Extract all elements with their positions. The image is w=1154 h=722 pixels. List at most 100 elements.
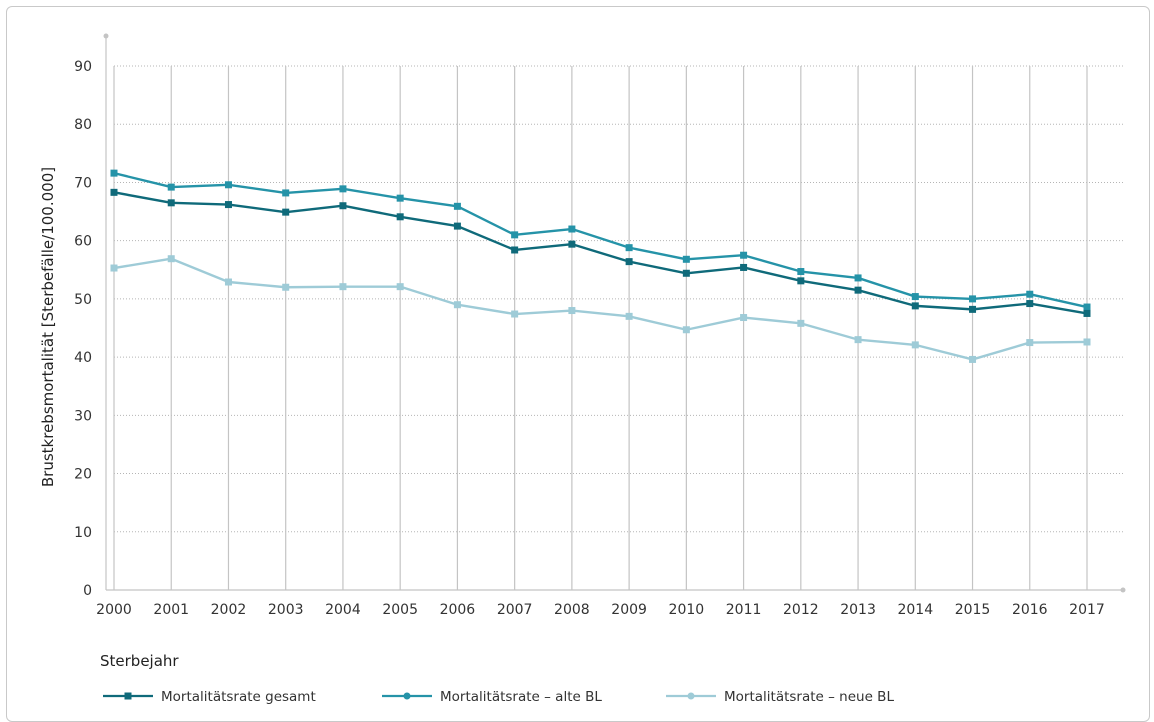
x-tick-label: 2010 [669,602,705,618]
data-point [1026,339,1034,347]
x-tick-label: 2008 [554,602,590,618]
data-point [682,255,690,263]
legend-marker [403,692,411,700]
data-point [625,312,633,320]
data-point [396,213,404,221]
data-point [969,305,977,313]
x-tick-label: 2004 [325,602,361,618]
data-point [282,189,290,197]
data-point [740,251,748,259]
data-point [969,295,977,303]
data-point [740,314,748,322]
data-point [453,222,461,230]
x-axis-title: Sterbejahr [100,652,179,670]
y-axis-title: Brustkrebsmortalität [Sterbefälle/100.00… [39,167,57,487]
x-tick-label: 2014 [897,602,933,618]
data-point [625,258,633,266]
data-point [453,301,461,309]
x-tick-label: 2013 [840,602,876,618]
x-tick-label: 2001 [153,602,189,618]
data-point [1026,300,1034,308]
data-point [167,199,175,207]
data-point [224,201,232,209]
x-tick-label: 2009 [611,602,647,618]
series-line [113,191,1088,315]
x-tick-label: 2005 [382,602,418,618]
data-point [969,355,977,363]
legend-marker [124,692,132,700]
data-point [568,307,576,315]
y-tick-label: 50 [74,292,92,308]
y-tick-label: 20 [74,467,92,483]
data-point [453,202,461,210]
legend: Mortalitätsrate gesamt Mortalitätsrate – … [103,689,894,705]
x-tick-label: 2007 [497,602,533,618]
data-point [1083,338,1091,346]
y-tick-label: 40 [74,350,92,366]
y-axis-end-dot [103,33,109,39]
legend-label: Mortalitätsrate gesamt [161,689,316,705]
axes: 0 10 20 30 40 50 60 70 80 90 2000 2001 2002 2003 2004 2… [74,33,1126,618]
data-point [568,240,576,248]
data-point [911,293,919,301]
data-point [282,208,290,216]
data-point [1083,303,1091,311]
data-point [911,302,919,310]
data-point [511,246,519,254]
chart-frame [6,6,1150,722]
y-tick-label: 30 [74,408,92,424]
grid [113,65,1123,590]
data-point [110,188,118,196]
y-tick-label: 60 [74,234,92,250]
data-point [511,231,519,239]
x-tick-label: 2017 [1069,602,1105,618]
data-point [511,310,519,318]
x-tick-label: 2012 [783,602,819,618]
data-point [854,286,862,294]
data-point [682,326,690,334]
y-tick-label: 0 [83,583,92,599]
data-point [797,277,805,285]
data-point [568,225,576,233]
data-point [339,283,347,291]
x-tick-label: 2016 [1012,602,1048,618]
y-tick-label: 80 [74,117,92,133]
legend-label: Mortalitätsrate – alte BL [440,689,602,705]
x-tick-label: 2000 [96,602,132,618]
data-point [740,263,748,271]
data-point [339,202,347,210]
data-point [224,181,232,189]
legend-marker [687,692,695,700]
legend-label: Mortalitätsrate – neue BL [724,689,894,705]
data-point [110,169,118,177]
x-tick-label: 2011 [726,602,762,618]
y-tick-label: 70 [74,175,92,191]
series-line [113,171,1088,309]
data-point [224,278,232,286]
y-tick-label: 10 [74,525,92,541]
data-point [854,274,862,282]
data-point [854,336,862,344]
series-line [113,257,1088,361]
x-tick-label: 2002 [211,602,247,618]
data-point [396,194,404,202]
series-layer [110,169,1091,363]
data-point [396,283,404,291]
data-point [1026,290,1034,298]
data-point [797,268,805,276]
data-point [167,183,175,191]
data-point [1083,309,1091,317]
data-point [625,244,633,252]
data-point [682,269,690,277]
x-tick-label: 2006 [440,602,476,618]
x-tick-label: 2015 [955,602,991,618]
data-point [282,283,290,291]
data-point [167,255,175,263]
data-point [339,185,347,193]
x-tick-label: 2003 [268,602,304,618]
data-point [797,319,805,327]
data-point [911,341,919,349]
y-tick-label: 90 [74,59,92,75]
x-axis-end-dot [1120,587,1126,593]
